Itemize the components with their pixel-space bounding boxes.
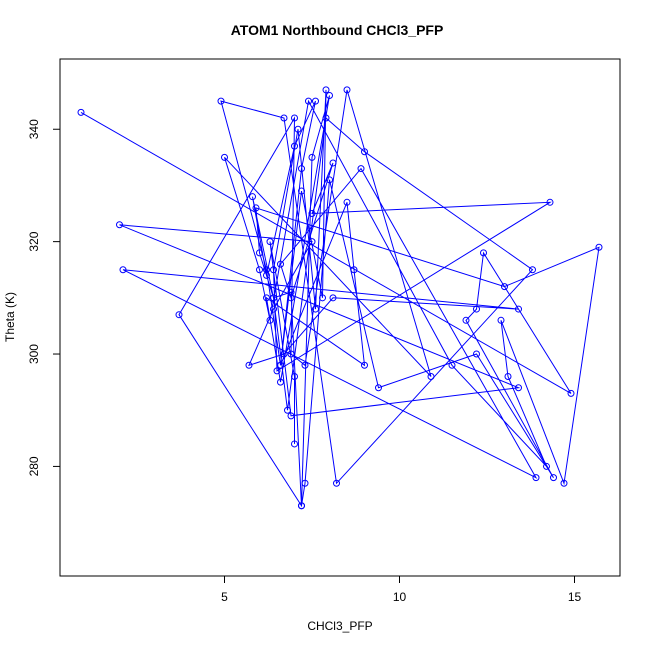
data-point: [480, 249, 487, 257]
y-tick-label: 320: [27, 231, 41, 251]
series-points: [77, 86, 603, 510]
data-point: [221, 153, 228, 161]
data-point: [280, 114, 288, 122]
data-point: [532, 474, 540, 482]
data-point: [375, 384, 382, 392]
data-point: [277, 378, 284, 386]
data-point: [249, 193, 256, 201]
data-point: [329, 159, 337, 167]
data-point: [312, 305, 319, 313]
data-point: [497, 316, 505, 324]
data-point: [350, 266, 358, 274]
y-tick-label: 340: [27, 119, 41, 139]
data-point: [308, 153, 316, 161]
data-point: [256, 266, 263, 274]
data-point: [270, 294, 277, 302]
data-point: [305, 97, 312, 105]
data-point: [504, 373, 512, 381]
data-point: [515, 305, 522, 313]
data-point: [245, 361, 253, 369]
data-point: [294, 125, 302, 133]
data-point: [322, 86, 330, 94]
data-point: [291, 373, 298, 381]
data-point: [595, 243, 603, 251]
data-point: [291, 440, 298, 448]
y-tick-label: 300: [27, 344, 41, 364]
data-point: [252, 204, 260, 212]
x-tick-label: 15: [568, 590, 582, 604]
data-point: [308, 210, 316, 218]
data-point: [273, 367, 281, 375]
data-point: [326, 92, 333, 100]
y-tick-label: 280: [27, 456, 41, 476]
series-line: [80, 89, 600, 508]
data-point: [284, 406, 291, 414]
data-point: [270, 266, 277, 274]
data-point: [361, 148, 368, 156]
data-point: [301, 479, 309, 487]
data-point: [263, 266, 270, 274]
data-point: [312, 97, 319, 105]
data-point: [462, 316, 470, 324]
data-point: [280, 350, 288, 358]
y-axis: 280 300 320 340: [27, 119, 60, 476]
data-point: [529, 266, 536, 274]
x-axis-label: CHCl3_PFP: [307, 619, 372, 633]
data-point: [322, 114, 330, 122]
data-point: [116, 221, 123, 229]
data-point: [567, 389, 575, 397]
x-axis: 5 10 15: [221, 576, 581, 604]
data-point: [333, 479, 340, 487]
data-point: [319, 294, 326, 302]
data-point: [298, 187, 305, 195]
y-axis-label: Theta (K): [3, 292, 17, 342]
data-point: [343, 86, 351, 94]
data-point: [266, 316, 274, 324]
x-tick-label: 10: [393, 590, 407, 604]
data-point: [546, 198, 554, 206]
data-point: [298, 502, 305, 510]
data-point: [263, 294, 270, 302]
data-point: [560, 479, 568, 487]
data-point: [256, 249, 263, 257]
data-point: [515, 384, 522, 392]
data-point: [119, 266, 127, 274]
data-point: [277, 361, 284, 369]
data-point: [326, 176, 333, 184]
data-point: [270, 305, 277, 313]
data-point: [298, 165, 305, 173]
data-point: [217, 97, 225, 105]
data-point: [175, 311, 183, 319]
data-point: [550, 474, 557, 482]
data-point: [266, 238, 274, 246]
plot-frame: [59, 58, 621, 577]
data-point: [343, 198, 351, 206]
data-point: [291, 142, 298, 150]
x-tick-label: 5: [221, 590, 228, 604]
series-lines: [80, 89, 600, 508]
data-point: [473, 305, 480, 313]
data-point: [308, 238, 316, 246]
data-point: [329, 294, 337, 302]
data-point: [448, 361, 456, 369]
chart-title: ATOM1 Northbound CHCl3_PFP: [231, 22, 444, 38]
data-point: [361, 361, 368, 369]
data-point: [77, 108, 85, 116]
data-point: [277, 260, 284, 268]
data-point: [287, 350, 295, 358]
data-point: [301, 361, 309, 369]
data-point: [287, 412, 295, 420]
data-point: [357, 165, 365, 173]
data-point: [427, 373, 435, 381]
data-point: [287, 294, 295, 302]
data-point: [543, 462, 550, 470]
data-point: [501, 283, 508, 291]
data-point: [473, 350, 480, 358]
data-point: [291, 114, 298, 122]
